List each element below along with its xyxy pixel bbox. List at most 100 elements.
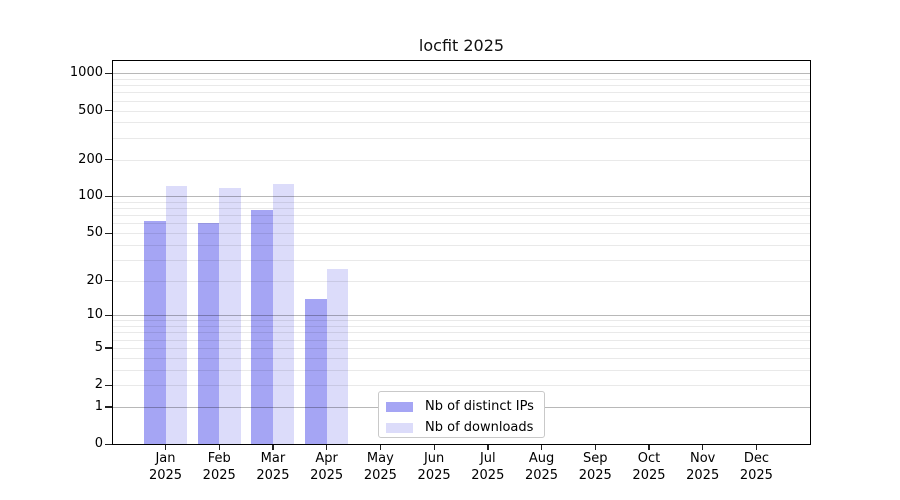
plot-area: [113, 61, 810, 444]
bar-feb-distinct-ips: [197, 222, 220, 444]
x-tick-feb: [218, 445, 220, 450]
x-tick-jun: [433, 445, 435, 450]
distinct-ips-swatch: [386, 401, 413, 412]
gridline-300: [113, 137, 810, 139]
gridline-4: [113, 357, 810, 359]
x-month-text: Sep: [582, 451, 608, 466]
x-tick-label-may: May 2025: [350, 450, 410, 484]
gridline-90: [113, 202, 810, 204]
x-tick-mar: [272, 445, 274, 450]
gridline-6: [113, 339, 810, 341]
y-tick-0: [105, 443, 112, 445]
x-tick-label-nov: Nov 2025: [673, 450, 733, 484]
downloads-swatch: [386, 422, 413, 433]
y-tick-label-100: 100: [78, 188, 103, 204]
x-year-text: 2025: [363, 468, 397, 483]
x-month-text: Dec: [743, 451, 769, 466]
x-year-text: 2025: [524, 468, 559, 483]
x-tick-label-jun: Jun 2025: [404, 450, 464, 484]
bar-mar-downloads: [272, 184, 295, 444]
y-tick-100: [105, 195, 112, 198]
y-tick-5: [105, 347, 112, 349]
x-tick-label-feb: Feb 2025: [189, 450, 249, 484]
x-year-text: 2025: [578, 468, 612, 483]
x-month-text: Aug: [528, 451, 555, 466]
y-tick-label-20: 20: [86, 272, 103, 288]
gridline-900: [113, 79, 810, 81]
y-tick-label-500: 500: [78, 102, 103, 118]
y-tick-2: [105, 384, 112, 386]
gridline-20: [113, 280, 810, 282]
x-month-text: Jan: [155, 451, 176, 466]
x-tick-aug: [541, 445, 543, 450]
x-tick-label-jul: Jul 2025: [458, 450, 518, 484]
y-tick-1000: [105, 72, 112, 75]
x-tick-label-aug: Aug 2025: [512, 450, 572, 484]
x-year-text: 2025: [202, 468, 236, 483]
y-tick-label-1: 1: [94, 398, 103, 414]
x-tick-label-jan: Jan 2025: [136, 450, 196, 484]
bar-feb-downloads: [219, 188, 241, 444]
gridline-40: [113, 244, 810, 246]
legend-item-distinct-ips: Nb of distinct IPs: [379, 396, 544, 417]
y-tick-label-1000: 1000: [69, 65, 103, 81]
x-year-text: 2025: [686, 468, 720, 483]
gridline-500: [113, 110, 810, 112]
gridline-600: [113, 100, 810, 102]
x-month-text: Nov: [690, 451, 716, 466]
gridline-8: [113, 326, 810, 328]
gridline-400: [113, 122, 810, 124]
bar-apr-downloads: [326, 269, 349, 444]
gridline-50: [113, 233, 810, 235]
y-tick-label-10: 10: [86, 307, 103, 323]
gridline-100: [113, 196, 810, 198]
bar-jan-downloads: [165, 185, 187, 444]
x-tick-nov: [702, 445, 704, 450]
legend: Nb of distinct IPs Nb of downloads: [378, 391, 545, 438]
y-tick-label-50: 50: [86, 225, 103, 241]
x-month-text: Jul: [479, 451, 496, 466]
bar-mar-distinct-ips: [251, 210, 273, 444]
y-tick-label-2: 2: [94, 377, 103, 393]
gridline-800: [113, 85, 810, 87]
gridline-1000: [113, 73, 810, 75]
legend-item-downloads: Nb of downloads: [379, 417, 544, 438]
bar-jan-distinct-ips: [144, 220, 166, 444]
x-year-text: 2025: [632, 468, 666, 483]
x-year-text: 2025: [148, 468, 183, 483]
y-tick-label-200: 200: [78, 151, 103, 167]
x-year-text: 2025: [739, 468, 773, 483]
legend-label-downloads: Nb of downloads: [425, 420, 534, 435]
x-tick-label-sep: Sep 2025: [565, 450, 625, 484]
x-tick-may: [379, 445, 382, 450]
legend-label-distinct-ips: Nb of distinct IPs: [425, 399, 534, 414]
x-year-text: 2025: [310, 468, 344, 483]
x-tick-jul: [487, 445, 489, 450]
gridline-10: [113, 315, 810, 317]
gridline-5: [113, 347, 810, 349]
x-year-text: 2025: [471, 468, 505, 483]
gridline-200: [113, 159, 810, 161]
x-tick-jan: [165, 445, 167, 450]
y-tick-200: [105, 159, 112, 161]
y-tick-20: [105, 280, 112, 282]
x-tick-label-mar: Mar 2025: [243, 450, 303, 484]
y-tick-500: [105, 110, 112, 112]
x-month-text: Feb: [207, 451, 231, 466]
x-month-text: Oct: [637, 451, 661, 466]
x-tick-label-dec: Dec 2025: [726, 450, 786, 484]
x-tick-apr: [326, 445, 328, 450]
x-year-text: 2025: [256, 468, 290, 483]
gridline-80: [113, 208, 810, 210]
chart-title: locfit 2025: [418, 36, 505, 55]
x-month-text: Mar: [260, 451, 286, 466]
gridline-3: [113, 369, 810, 371]
y-tick-10: [105, 314, 112, 317]
y-tick-label-5: 5: [94, 339, 103, 355]
x-tick-sep: [594, 445, 596, 450]
gridline-70: [113, 215, 810, 217]
gridline-60: [113, 223, 810, 225]
gridline-9: [113, 320, 810, 322]
gridline-7: [113, 332, 810, 334]
